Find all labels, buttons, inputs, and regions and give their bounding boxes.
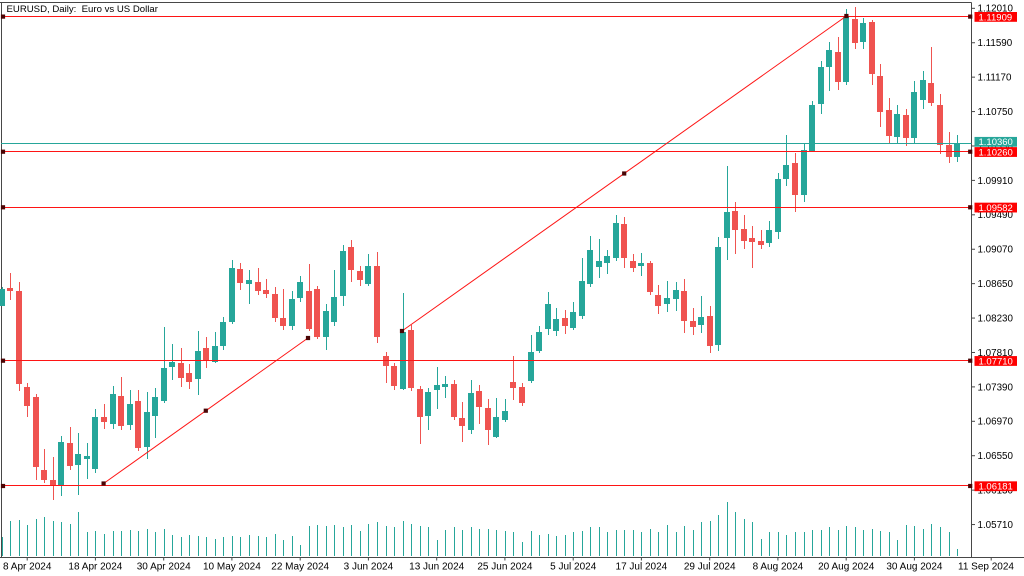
- svg-text:29 Jul 2024: 29 Jul 2024: [684, 562, 736, 573]
- svg-text:30 Aug 2024: 30 Aug 2024: [886, 562, 943, 573]
- svg-text:30 Apr 2024: 30 Apr 2024: [137, 562, 191, 573]
- svg-text:22 May 2024: 22 May 2024: [271, 562, 329, 573]
- svg-text:13 Jun 2024: 13 Jun 2024: [409, 562, 464, 573]
- svg-text:1.10260: 1.10260: [979, 147, 1013, 158]
- svg-text:1.09910: 1.09910: [978, 176, 1014, 187]
- svg-text:1.09582: 1.09582: [979, 203, 1013, 214]
- svg-text:1.10360: 1.10360: [979, 137, 1013, 148]
- svg-text:1.10330: 1.10330: [978, 141, 1014, 152]
- svg-text:1.08650: 1.08650: [978, 279, 1014, 290]
- svg-text:1.07710: 1.07710: [979, 356, 1013, 367]
- svg-text:1.09490: 1.09490: [978, 210, 1014, 221]
- svg-text:1.06181: 1.06181: [979, 482, 1013, 493]
- svg-text:1.07390: 1.07390: [978, 382, 1014, 393]
- svg-text:1.09070: 1.09070: [978, 245, 1014, 256]
- svg-text:1.11909: 1.11909: [979, 12, 1013, 23]
- svg-text:10 May 2024: 10 May 2024: [203, 562, 261, 573]
- svg-text:1.05710: 1.05710: [978, 520, 1014, 531]
- svg-text:3 Jun 2024: 3 Jun 2024: [344, 562, 394, 573]
- svg-text:1.07810: 1.07810: [978, 348, 1014, 359]
- svg-text:8 Aug 2024: 8 Aug 2024: [753, 562, 804, 573]
- svg-text:8 Apr 2024: 8 Apr 2024: [3, 562, 52, 573]
- svg-text:1.11170: 1.11170: [978, 73, 1013, 84]
- svg-text:1.06970: 1.06970: [978, 417, 1014, 428]
- svg-text:20 Aug 2024: 20 Aug 2024: [818, 562, 875, 573]
- svg-text:17 Jul 2024: 17 Jul 2024: [616, 562, 668, 573]
- svg-text:EURUSD, Daily: Euro vs US Dol: EURUSD, Daily: Euro vs US Dollar: [7, 4, 159, 15]
- svg-text:1.08230: 1.08230: [978, 313, 1014, 324]
- svg-text:11 Sep 2024: 11 Sep 2024: [958, 562, 1014, 573]
- svg-text:1.11590: 1.11590: [978, 38, 1013, 49]
- svg-text:1.12010: 1.12010: [978, 4, 1014, 15]
- svg-text:1.10750: 1.10750: [978, 107, 1014, 118]
- svg-text:1.06550: 1.06550: [978, 451, 1014, 462]
- svg-text:25 Jun 2024: 25 Jun 2024: [477, 562, 532, 573]
- svg-text:5 Jul 2024: 5 Jul 2024: [550, 562, 597, 573]
- svg-text:18 Apr 2024: 18 Apr 2024: [68, 562, 122, 573]
